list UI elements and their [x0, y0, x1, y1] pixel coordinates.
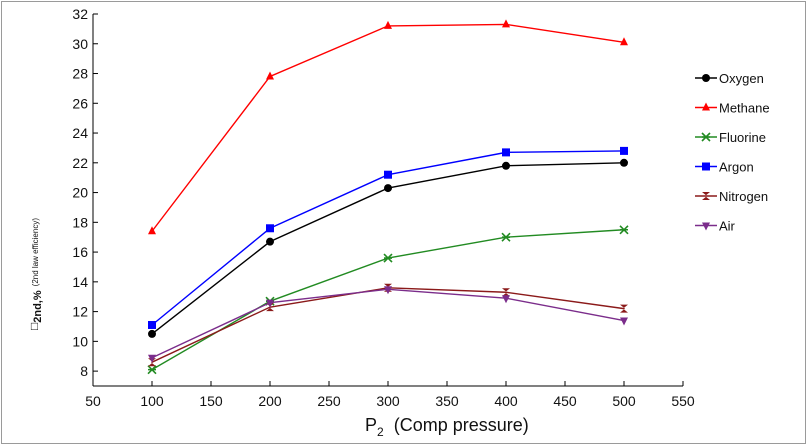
data-point-methane	[266, 71, 274, 80]
data-point-methane	[148, 226, 156, 235]
plot-area: 50 100 150 200 250 300 350 400 450 500 550 8 10 12 14 1…	[72, 6, 694, 409]
x-tick-label: 300	[376, 393, 400, 409]
data-point-oxygen	[384, 184, 392, 193]
series-layer	[147, 19, 629, 375]
data-point-argon	[502, 148, 510, 157]
legend-item-air: Air	[695, 219, 736, 234]
data-point-air	[384, 286, 392, 295]
series-air	[148, 286, 628, 363]
series-nitrogen	[148, 283, 628, 367]
legend-label-methane: Methane	[719, 101, 770, 116]
legend-marker-fluorine	[701, 132, 711, 142]
legend-item-methane: Methane	[695, 101, 770, 116]
legend-label-nitrogen: Nitrogen	[719, 189, 768, 204]
series-line-air	[151, 288, 625, 359]
data-point-air	[266, 299, 274, 308]
legend-label-oxygen: Oxygen	[719, 71, 764, 86]
data-point-methane	[384, 20, 392, 29]
y-tick-label: 18	[72, 214, 88, 230]
legend-marker-nitrogen	[702, 192, 710, 200]
legend-marker-air	[702, 222, 710, 231]
x-tick-label: 100	[140, 393, 164, 409]
series-oxygen	[148, 158, 628, 338]
series-line-fluorine	[151, 229, 625, 371]
legend-marker-methane	[702, 102, 710, 111]
y-axis-label: □2nd,%(2nd law efficiency)	[27, 218, 44, 330]
x-tick-label: 250	[317, 393, 341, 409]
y-tick-label: 8	[80, 363, 88, 379]
y-tick-label: 12	[72, 304, 88, 320]
x-tick-label: 50	[85, 393, 101, 409]
data-point-argon	[266, 224, 274, 233]
legend-label-argon: Argon	[719, 160, 754, 175]
data-point-argon	[384, 170, 392, 179]
x-tick-label: 500	[612, 393, 636, 409]
legend-item-argon: Argon	[695, 160, 754, 175]
y-tick-label: 22	[72, 155, 88, 171]
data-point-oxygen	[148, 329, 156, 338]
y-tick-label: 26	[72, 95, 88, 111]
x-tick-label: 550	[671, 393, 695, 409]
data-point-fluorine	[147, 365, 157, 375]
legend-label-air: Air	[719, 219, 736, 234]
x-tick-label: 450	[553, 393, 577, 409]
y-tick-label: 32	[72, 6, 88, 22]
legend: Oxygen Methane Fluorine Argon Nitrogen Air	[695, 71, 770, 234]
y-tick-label: 10	[72, 333, 88, 349]
y-tick-label: 28	[72, 66, 88, 82]
data-point-oxygen	[620, 158, 628, 167]
data-point-nitrogen	[502, 288, 510, 297]
x-axis-label: P2 (Comp pressure)	[365, 415, 529, 439]
x-tick-label: 350	[435, 393, 459, 409]
series-argon	[148, 146, 628, 329]
data-point-oxygen	[502, 161, 510, 170]
legend-item-oxygen: Oxygen	[695, 71, 764, 86]
legend-marker-argon	[702, 162, 710, 171]
y-tick-label: 30	[72, 36, 88, 52]
series-line-methane	[151, 23, 625, 232]
data-point-air	[502, 295, 510, 304]
legend-item-nitrogen: Nitrogen	[695, 189, 768, 204]
legend-item-fluorine: Fluorine	[695, 130, 766, 145]
y-tick-label: 14	[72, 274, 88, 290]
x-tick-label: 200	[258, 393, 282, 409]
data-point-air	[148, 354, 156, 363]
data-point-fluorine	[383, 253, 393, 263]
x-tick-label: 150	[199, 393, 223, 409]
data-point-argon	[148, 320, 156, 329]
data-point-argon	[620, 146, 628, 155]
series-methane	[148, 19, 628, 235]
data-point-methane	[502, 19, 510, 28]
y-tick-label: 20	[72, 185, 88, 201]
y-tick-label: 16	[72, 244, 88, 260]
data-point-air	[620, 317, 628, 326]
data-point-nitrogen	[620, 304, 628, 313]
data-point-fluorine	[501, 232, 511, 242]
x-tick-label: 400	[494, 393, 518, 409]
data-point-methane	[620, 37, 628, 46]
legend-marker-oxygen	[702, 74, 710, 82]
y-tick-label: 24	[72, 125, 88, 141]
data-point-oxygen	[266, 237, 274, 246]
data-point-fluorine	[619, 225, 629, 235]
legend-label-fluorine: Fluorine	[719, 130, 766, 145]
